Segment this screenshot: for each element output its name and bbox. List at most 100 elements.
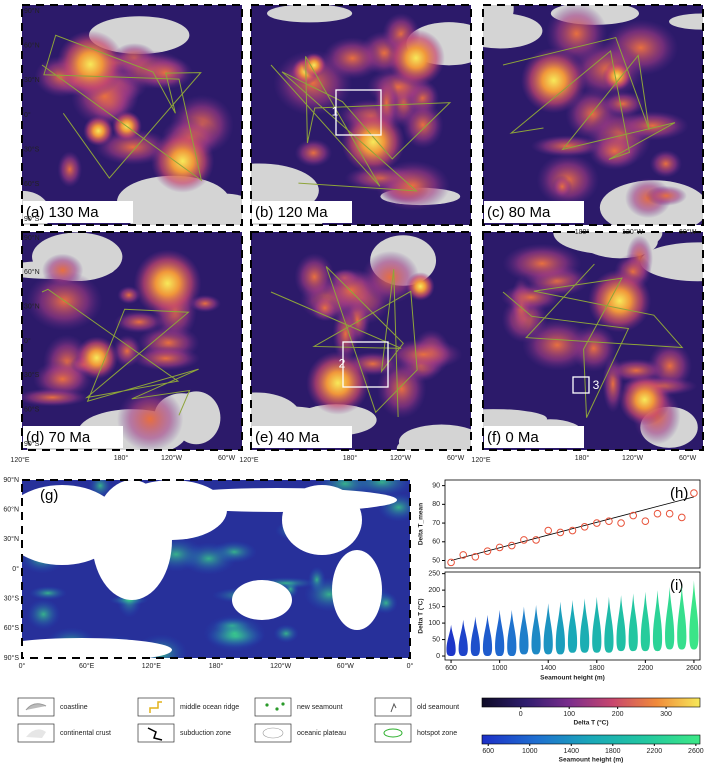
violin [482, 614, 493, 657]
hotspot [520, 47, 587, 114]
lat-label: 30°S [24, 371, 40, 379]
point [592, 519, 601, 527]
colorbar-tick-label: 1800 [605, 748, 621, 755]
point [483, 547, 492, 555]
legend-item: continental crust [17, 723, 111, 743]
hotspot [602, 61, 632, 91]
lon-label: 60°W [679, 454, 697, 462]
point [677, 513, 686, 522]
violin [580, 598, 590, 653]
legend-item: oceanic plateau [254, 723, 346, 743]
land [267, 5, 353, 23]
x-tick-label: 1400 [540, 665, 556, 672]
region-label: 2 [339, 357, 346, 371]
violin [689, 580, 699, 650]
lat-label: 60°S [4, 624, 20, 632]
lat-label: 90°N [24, 7, 40, 15]
violin [519, 606, 529, 655]
point [568, 526, 577, 535]
colorbar-tick-label: 200 [612, 711, 624, 718]
point [459, 551, 468, 559]
y-tick-label: 50 [432, 557, 440, 564]
symbol-part [265, 703, 269, 707]
frame [250, 231, 472, 451]
lat-label: 90°S [24, 440, 40, 448]
hotspot [301, 52, 327, 78]
legend-symbol [26, 729, 46, 738]
region-label: 1 [332, 105, 339, 119]
legend-label: coastline [60, 704, 88, 711]
lat-label: 60°N [24, 42, 40, 50]
plot-area [444, 479, 701, 569]
violin [665, 586, 675, 650]
point [617, 519, 625, 527]
anomaly [530, 135, 604, 157]
map-panel [251, 5, 471, 225]
y-tick-label: 80 [432, 501, 440, 508]
colorbar-tick-label: 100 [563, 711, 575, 718]
hotspot [387, 29, 445, 87]
land [669, 13, 703, 30]
point [507, 541, 516, 550]
violin [555, 601, 565, 655]
panel-label: (c) 80 Ma [487, 204, 551, 221]
point [520, 536, 528, 544]
hotspot [83, 115, 114, 147]
point [629, 511, 638, 520]
colorbar-title: Delta T (°C) [573, 719, 608, 727]
anomaly [57, 151, 83, 188]
anomaly [402, 101, 444, 149]
x-tick-label: 1800 [589, 665, 605, 672]
land [22, 638, 172, 658]
symbol-part [149, 701, 162, 713]
anomaly [29, 586, 67, 601]
colorbar-tick-label: 600 [482, 748, 494, 755]
lon-label: 120°E [239, 456, 258, 464]
hotspot [406, 272, 435, 301]
frame [482, 231, 704, 451]
lon-label: 120°W [622, 228, 643, 236]
legend-label: hotspot zone [417, 730, 457, 737]
plot-area [444, 571, 701, 661]
violin [616, 595, 626, 652]
region-box [342, 341, 389, 388]
hotspot [619, 374, 671, 426]
map-panel [251, 232, 471, 450]
x-tick-label: 2600 [686, 665, 702, 672]
lon-label: 120°W [270, 662, 291, 670]
panel-label: (i) [670, 577, 683, 594]
hotspot [56, 30, 125, 99]
colorbar [481, 734, 701, 745]
colorbar-tick-label: 0 [519, 711, 523, 718]
violin [446, 624, 456, 657]
violin [495, 609, 505, 657]
legend-symbol [149, 701, 162, 713]
colorbar-tick-label: 2200 [647, 748, 663, 755]
lat-label: 30°N [3, 535, 19, 543]
y-axis-label: Delta T_mean [418, 503, 425, 545]
y-tick-label: 50 [432, 636, 440, 643]
legend-box [254, 697, 292, 717]
anomaly [375, 160, 450, 211]
lon-label: 120°W [622, 454, 643, 462]
map-panel [483, 232, 703, 450]
point [605, 517, 613, 525]
anomaly [322, 37, 383, 80]
lat-label: 90°S [24, 215, 40, 223]
label-bg [252, 426, 352, 448]
legend-item: coastline [17, 697, 88, 717]
anomaly [114, 310, 165, 334]
symbol-part [275, 707, 279, 711]
panel-label: (d) 70 Ma [26, 429, 91, 446]
colorbar [481, 697, 701, 708]
violin [531, 604, 541, 655]
legend-label: continental crust [60, 730, 111, 737]
point [556, 528, 565, 537]
legend-item: hotspot zone [374, 723, 457, 743]
legend-symbol [262, 727, 284, 739]
colorbar-title: Seamount height (m) [559, 757, 624, 764]
symbol-part [262, 727, 284, 739]
violin [567, 600, 578, 653]
lat-label: 90°S [4, 654, 20, 662]
map-panel [22, 5, 242, 225]
